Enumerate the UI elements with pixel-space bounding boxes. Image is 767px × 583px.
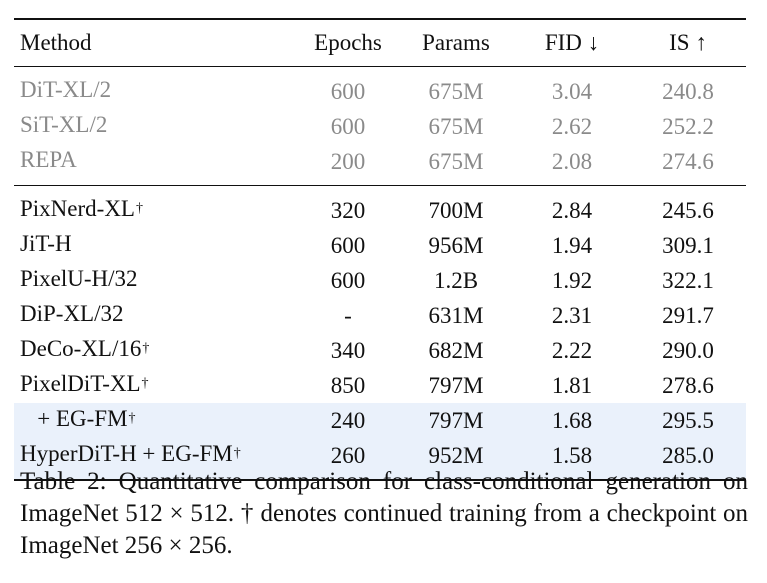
cell-params: 631M xyxy=(428,303,484,328)
results-table: Method Epochs Params FID ↓ IS ↑ DiT-XL/2… xyxy=(14,18,746,481)
table-header: Method Epochs Params FID ↓ IS ↑ xyxy=(14,19,746,67)
caption-text: Table 2: Quantitative comparison for cla… xyxy=(20,468,755,559)
table-caption: Table 2: Quantitative comparison for cla… xyxy=(20,466,748,562)
cell-method: + EG-FM† xyxy=(14,403,298,438)
header-is: IS ↑ xyxy=(669,30,707,55)
dagger-mark: † xyxy=(142,341,150,356)
table-row: REPA 200 675M 2.08 274.6 xyxy=(14,144,746,186)
cell-is: 309.1 xyxy=(662,233,714,258)
table-row: DeCo-XL/16† 340 682M 2.22 290.0 xyxy=(14,333,746,368)
cell-epochs: 260 xyxy=(298,438,398,480)
cell-epochs: 600 xyxy=(330,79,366,104)
cell-method: JiT-H xyxy=(14,228,298,263)
cell-is: 240.8 xyxy=(662,79,714,104)
cell-params: 797M xyxy=(428,373,484,398)
table-row: JiT-H 600 956M 1.94 309.1 xyxy=(14,228,746,263)
method-name: DiT-XL/2 xyxy=(20,77,112,102)
method-name: PixelU-H/32 xyxy=(20,266,138,291)
dagger-mark: † xyxy=(128,411,136,426)
cell-is: 322.1 xyxy=(662,268,714,293)
cell-method: REPA xyxy=(14,144,298,186)
cell-params: 682M xyxy=(428,338,484,363)
cell-fid: 1.94 xyxy=(551,233,593,258)
method-name: PixNerd-XL xyxy=(20,196,135,221)
cell-epochs: 240 xyxy=(298,403,398,438)
cell-epochs: 200 xyxy=(330,149,366,174)
cell-fid: 3.04 xyxy=(551,79,593,104)
cell-is: 285.0 xyxy=(630,438,746,480)
method-name: + EG-FM xyxy=(20,406,128,431)
header-params: Params xyxy=(422,30,490,55)
method-name: JiT-H xyxy=(20,231,72,256)
cell-fid: 1.92 xyxy=(551,268,593,293)
header-method: Method xyxy=(20,30,92,55)
cell-epochs: 600 xyxy=(330,233,366,258)
header-row: Method Epochs Params FID ↓ IS ↑ xyxy=(14,19,746,67)
baseline-group: DiT-XL/2 600 675M 3.04 240.8 SiT-XL/2 600 675M 2… xyxy=(14,67,746,186)
table-row: SiT-XL/2 600 675M 2.62 252.2 xyxy=(14,109,746,144)
table-row: PixelDiT-XL† 850 797M 1.81 278.6 xyxy=(14,368,746,403)
cell-epochs: 600 xyxy=(330,114,366,139)
cell-params: 797M xyxy=(398,403,514,438)
results-table-container: Method Epochs Params FID ↓ IS ↑ DiT-XL/2… xyxy=(14,18,746,481)
cell-epochs: 320 xyxy=(330,198,366,223)
cell-method: HyperDiT-H + EG-FM† xyxy=(14,438,298,480)
dagger-mark: † xyxy=(233,446,241,461)
cell-method: PixNerd-XL† xyxy=(14,186,298,229)
cell-method: PixelDiT-XL† xyxy=(14,368,298,403)
method-name: SiT-XL/2 xyxy=(20,112,108,137)
method-name: DiP-XL/32 xyxy=(20,301,124,326)
method-name: HyperDiT-H + EG-FM xyxy=(20,441,233,466)
cell-is: 274.6 xyxy=(662,149,714,174)
method-name: DeCo-XL/16 xyxy=(20,336,142,361)
header-epochs: Epochs xyxy=(314,30,382,55)
cell-method: DiP-XL/32 xyxy=(14,298,298,333)
dagger-mark: † xyxy=(135,201,143,216)
cell-params: 956M xyxy=(428,233,484,258)
cell-fid: 2.62 xyxy=(551,114,593,139)
cell-fid: 2.08 xyxy=(551,149,593,174)
cell-epochs: - xyxy=(344,303,352,328)
comparison-group: PixNerd-XL† 320 700M 2.84 245.6 JiT-H 600 956M 1… xyxy=(14,186,746,480)
cell-epochs: 850 xyxy=(330,373,366,398)
cell-is: 291.7 xyxy=(662,303,714,328)
cell-fid: 1.58 xyxy=(514,438,630,480)
table-row: PixNerd-XL† 320 700M 2.84 245.6 xyxy=(14,186,746,229)
cell-fid: 1.68 xyxy=(514,403,630,438)
cell-method: PixelU-H/32 xyxy=(14,263,298,298)
cell-fid: 2.84 xyxy=(551,198,593,223)
method-name: PixelDiT-XL xyxy=(20,371,141,396)
cell-epochs: 340 xyxy=(330,338,366,363)
dagger-mark: † xyxy=(141,376,149,391)
cell-params: 675M xyxy=(428,79,484,104)
method-name: REPA xyxy=(20,147,77,172)
table-row: DiP-XL/32 - 631M 2.31 291.7 xyxy=(14,298,746,333)
cell-params: 1.2B xyxy=(433,268,479,293)
cell-method: DeCo-XL/16† xyxy=(14,333,298,368)
cell-is: 290.0 xyxy=(662,338,714,363)
cell-is: 245.6 xyxy=(662,198,714,223)
table-row: PixelU-H/32 600 1.2B 1.92 322.1 xyxy=(14,263,746,298)
table-row: DiT-XL/2 600 675M 3.04 240.8 xyxy=(14,67,746,110)
cell-params: 675M xyxy=(428,114,484,139)
cell-epochs: 600 xyxy=(330,268,366,293)
cell-params: 675M xyxy=(428,149,484,174)
cell-fid: 2.31 xyxy=(551,303,593,328)
cell-fid: 1.81 xyxy=(551,373,593,398)
cell-params: 952M xyxy=(398,438,514,480)
cell-fid: 2.22 xyxy=(551,338,593,363)
cell-is: 295.5 xyxy=(630,403,746,438)
cell-params: 700M xyxy=(428,198,484,223)
cell-method: DiT-XL/2 xyxy=(14,67,298,110)
table-row: + EG-FM† 240 797M 1.68 295.5 xyxy=(14,403,746,438)
cell-method: SiT-XL/2 xyxy=(14,109,298,144)
cell-is: 252.2 xyxy=(662,114,714,139)
cell-is: 278.6 xyxy=(662,373,714,398)
header-fid: FID ↓ xyxy=(544,30,600,55)
table-row: HyperDiT-H + EG-FM† 260 952M 1.58 285.0 xyxy=(14,438,746,480)
